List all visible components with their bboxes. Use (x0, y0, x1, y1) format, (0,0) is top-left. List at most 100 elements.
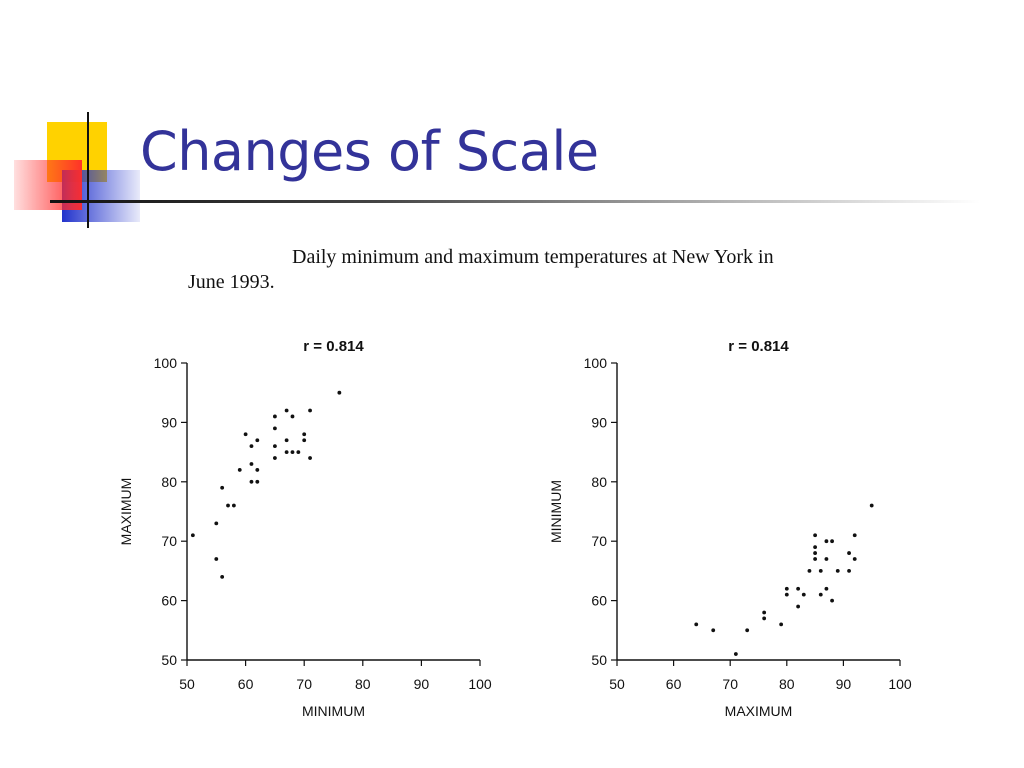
data-point (784, 592, 789, 597)
data-point (255, 479, 260, 484)
x-tick-label: 50 (179, 676, 195, 692)
data-point (302, 438, 307, 443)
data-point (220, 574, 225, 579)
y-tick-label: 100 (154, 355, 178, 371)
data-point (249, 444, 254, 449)
data-point (273, 426, 277, 431)
y-tick-label: 70 (591, 533, 607, 549)
data-point (852, 533, 857, 538)
y-tick-label: 80 (591, 474, 607, 490)
title-underline (50, 200, 980, 203)
data-point (273, 456, 277, 460)
data-point (813, 557, 817, 561)
slide-logo-decoration (14, 112, 150, 228)
data-point (835, 569, 840, 573)
y-tick-label: 50 (591, 652, 607, 668)
data-point (813, 551, 817, 555)
data-point (711, 628, 716, 633)
data-point (813, 545, 817, 550)
data-point (273, 444, 277, 449)
x-axis-label: MINIMUM (302, 703, 365, 719)
y-tick-label: 90 (591, 414, 607, 430)
x-tick-label: 80 (355, 676, 371, 692)
data-point (847, 569, 851, 573)
data-point (824, 539, 829, 544)
scatter-plot-max-vs-min: r = 0.814 50 60 70 80 90 100 50 60 70 80 90 100 MAXIM… (540, 325, 940, 725)
data-point (220, 485, 225, 490)
data-point (784, 586, 789, 591)
data-point (813, 533, 817, 538)
y-axis-label: MINIMUM (548, 480, 564, 543)
data-point (237, 468, 242, 472)
data-point (779, 622, 784, 627)
data-point (214, 557, 219, 561)
data-point (284, 438, 289, 443)
x-tick-label: 60 (666, 676, 682, 692)
data-point (824, 557, 829, 561)
data-point (214, 521, 219, 526)
data-point (255, 468, 260, 472)
data-point (308, 456, 312, 460)
data-point (762, 610, 767, 615)
y-tick-label: 100 (584, 355, 608, 371)
data-point (226, 503, 230, 508)
chart-svg: r = 0.814 50 60 70 80 90 100 50 60 70 80 90 100 MAXIM… (548, 338, 912, 719)
data-point (824, 586, 829, 591)
y-tick-label: 80 (161, 474, 177, 490)
data-point (818, 592, 823, 597)
figure-caption: Daily minimum and maximum temperatures a… (188, 245, 888, 295)
caption-line-2: June 1993. (188, 271, 275, 293)
data-point (745, 628, 750, 633)
data-point (852, 557, 857, 561)
data-point (273, 414, 277, 419)
x-tick-label: 60 (238, 676, 254, 692)
data-point (818, 569, 823, 573)
x-tick-label: 100 (888, 676, 912, 692)
data-point (296, 450, 301, 454)
x-tick-label: 50 (609, 676, 625, 692)
data-point (694, 622, 699, 627)
data-point (830, 598, 834, 603)
data-point (290, 414, 295, 419)
data-point (796, 586, 801, 591)
data-point (337, 390, 342, 395)
data-point (869, 503, 874, 508)
x-tick-label: 70 (722, 676, 738, 692)
data-point (284, 450, 289, 454)
caption-line-1: Daily minimum and maximum temperatures a… (292, 246, 774, 268)
y-axis-label: MAXIMUM (118, 478, 134, 546)
data-point (801, 592, 806, 597)
data-point (243, 432, 248, 437)
data-point (284, 408, 289, 413)
data-point (847, 551, 851, 555)
x-tick-label: 90 (836, 676, 852, 692)
y-tick-label: 90 (161, 414, 177, 430)
y-tick-label: 50 (161, 652, 177, 668)
data-point (231, 503, 236, 508)
data-point (796, 604, 801, 609)
data-point (762, 616, 767, 621)
data-point (255, 438, 260, 443)
scatter-plot-min-vs-max: r = 0.814 50 60 70 80 90 100 50 60 70 80 90 100 MINIM… (110, 325, 520, 725)
data-point (308, 408, 312, 413)
data-point (733, 652, 738, 656)
data-point (190, 533, 195, 538)
y-tick-label: 60 (591, 593, 607, 609)
x-tick-label: 100 (468, 676, 492, 692)
data-point (249, 479, 254, 484)
y-tick-label: 70 (161, 533, 177, 549)
x-axis-label: MAXIMUM (725, 703, 793, 719)
page-title: Changes of Scale (140, 120, 599, 183)
x-tick-label: 70 (296, 676, 312, 692)
chart-title: r = 0.814 (303, 338, 364, 355)
data-point (807, 569, 812, 573)
data-point (830, 539, 834, 544)
y-tick-label: 60 (161, 593, 177, 609)
data-point (249, 462, 254, 466)
data-point (290, 450, 295, 454)
x-tick-label: 90 (414, 676, 430, 692)
data-point (302, 432, 307, 437)
x-tick-label: 80 (779, 676, 795, 692)
chart-title: r = 0.814 (728, 338, 789, 355)
chart-svg: r = 0.814 50 60 70 80 90 100 50 60 70 80 90 100 MINIM… (118, 338, 492, 719)
